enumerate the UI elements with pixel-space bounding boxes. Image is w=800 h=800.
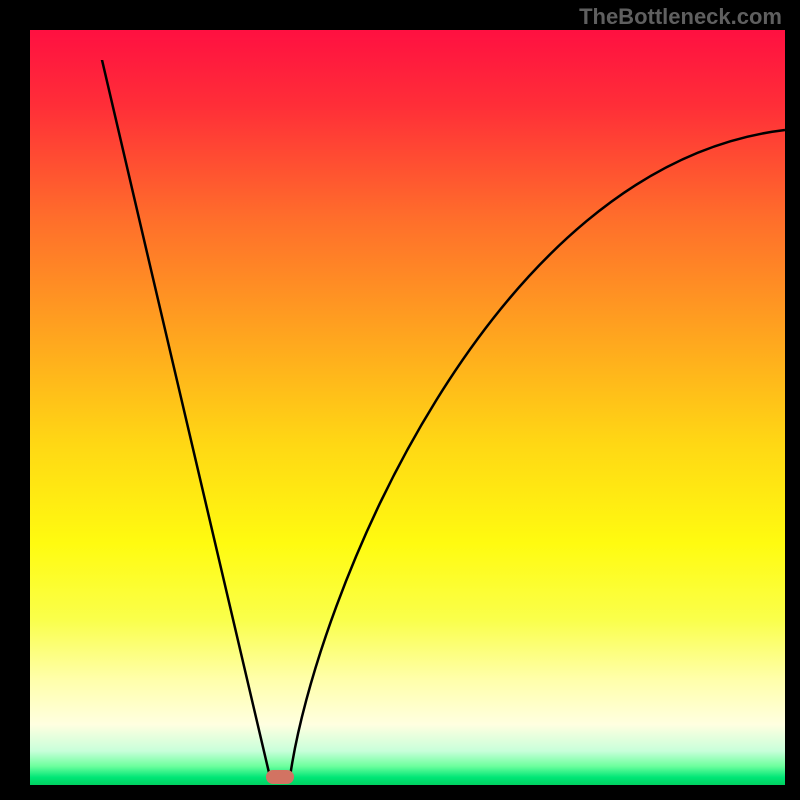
chart-svg (0, 0, 800, 800)
bottleneck-chart: TheBottleneck.com (0, 0, 800, 800)
watermark-text: TheBottleneck.com (579, 4, 782, 30)
optimal-marker (266, 770, 294, 784)
chart-background (30, 30, 785, 785)
